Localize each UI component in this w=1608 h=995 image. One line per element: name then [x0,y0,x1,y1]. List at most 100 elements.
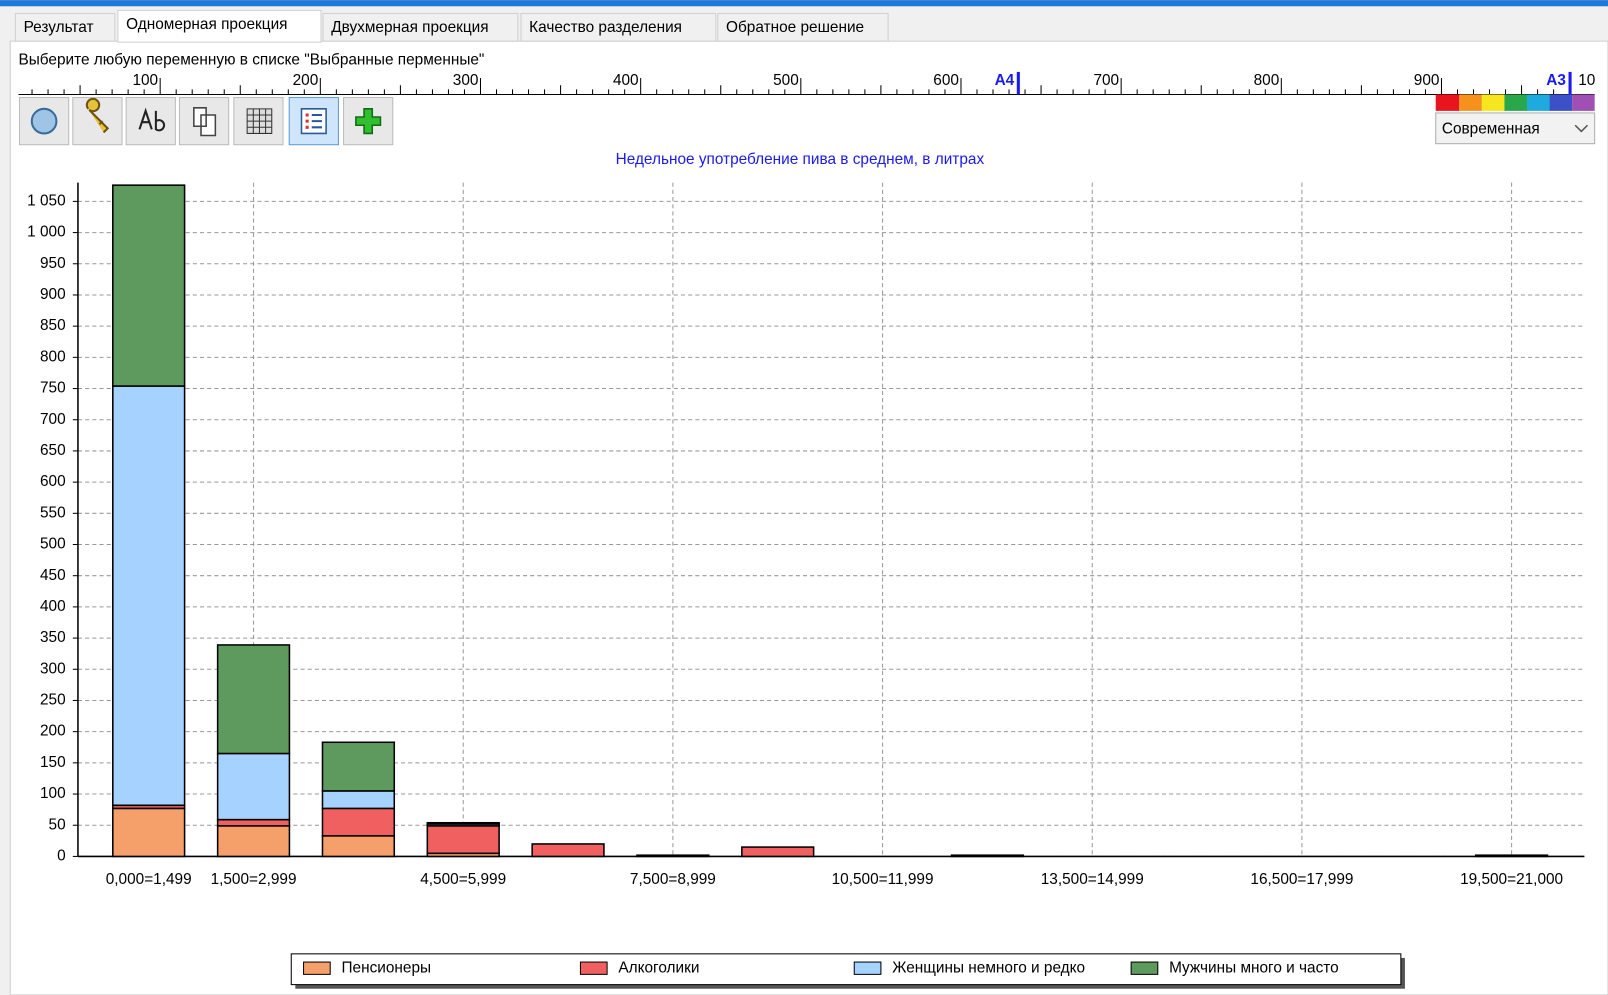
y-tick-label: 800 [40,348,66,365]
y-tick-label: 150 [40,754,66,771]
legend: Пенсионеры Алкоголики Женщины немного и ре… [303,959,1339,976]
legend-label: Мужчины много и часто [1169,959,1339,976]
ruler-label: 500 [773,72,799,89]
bar-segment [426,821,500,825]
ruler-marker: A3 [1546,72,1566,89]
y-tick-label: 650 [40,442,66,459]
tab[interactable] [14,12,116,42]
y-tick-label: 600 [40,473,66,490]
legend-label: Алкоголики [618,959,699,976]
tab-bar: Результат Одномерная проекция Двухмерная п… [14,9,889,43]
y-tick-label: 500 [40,536,66,553]
icon-legend-lines [311,113,323,129]
tab-label: Двухмерная проекция [331,19,488,36]
x-tick-label: 1,500=2,999 [211,871,297,888]
bar-segment [950,854,1025,858]
ruler: 100 200 300 400 500 600 700 800 900 A4 A3 10 [31,71,1595,95]
bar-segment [531,843,605,858]
y-tick-label: 50 [49,816,66,833]
bar-segment [321,835,396,858]
swatch [1572,94,1595,111]
bar-segment [112,385,186,807]
title-bar-edge [0,0,1608,7]
ruler-marker: A4 [995,72,1015,89]
instruction: Выберите любую переменную в списке "Выбр… [18,52,484,69]
legend-label: Пенсионеры [341,959,431,976]
swatch [1504,94,1527,111]
y-tick-label: 1 000 [27,224,65,241]
x-tick-label: 7,500=8,999 [630,871,716,888]
bar-segment [216,825,291,858]
ruler-label: 600 [933,72,959,89]
y-tick-label: 0 [57,847,66,864]
ruler-label: 200 [293,72,319,89]
bar-segment [1474,854,1549,858]
chart: 0 50 100 150 200 250 300 350 400 450 500 550 600 650 7… [27,182,1585,888]
icon-table [246,108,273,134]
dropdown-arrow [1574,124,1589,133]
icon-legend-marks [305,113,309,129]
bar-segment [321,807,396,837]
y-tick-label: 400 [40,598,66,615]
icon-plus [355,108,382,135]
y-tick-label: 350 [40,629,66,646]
icon-ab [138,107,166,132]
y-tick-label: 1 050 [27,192,65,209]
swatch [1481,94,1505,111]
swatch [1526,94,1550,111]
tab[interactable] [117,9,322,43]
tab-label: Результат [24,19,94,36]
dropdown-value: Современная [1442,120,1540,137]
icon-key [85,97,110,134]
ruler-label: 100 [132,72,158,89]
bar-segment [112,184,186,387]
ruler-label: 800 [1254,72,1280,89]
y-tick-label: 100 [40,785,66,802]
legend-label: Женщины немного и редко [892,959,1085,976]
y-tick-label: 900 [40,286,66,303]
tab[interactable] [717,12,889,42]
x-tick-label: 0,000=1,499 [106,871,192,888]
y-tick-label: 700 [40,411,66,428]
legend-swatch [1130,961,1159,975]
dropdown-box[interactable] [1435,112,1596,145]
bar-segment [216,644,291,755]
tab[interactable] [520,12,717,42]
y-tick-label: 750 [40,380,66,397]
icon-gear [30,107,58,135]
bar-segment [216,818,291,827]
tab[interactable] [322,12,519,42]
btn-labels[interactable] [125,97,176,146]
toolbar [18,97,394,146]
legend-box [290,953,1402,986]
ruler-label: 700 [1093,72,1119,89]
y-tick-label: 550 [40,504,66,521]
icon-copy [193,107,217,137]
y-tick-label: 850 [40,317,66,334]
y-tick-label: 450 [40,567,66,584]
tab-label: Обратное решение [726,19,864,36]
x-tick-label: 19,500=21,000 [1460,871,1563,888]
tab-label: Качество разделения [529,19,682,36]
ruler-label: 300 [453,72,479,89]
bar-segment [741,846,815,858]
swatch [1549,94,1573,111]
ruler-label: 400 [613,72,639,89]
swatch [1459,94,1482,111]
x-tick-label: 13,500=14,999 [1041,871,1144,888]
y-tick-label: 950 [40,255,66,272]
x-tick-label: 10,500=11,999 [832,871,934,888]
legend-swatch [303,961,331,975]
bar-segment [636,854,710,858]
tab-label: Одномерная проекция [126,16,287,33]
ruler-label: 900 [1414,72,1440,89]
bar-segment [321,790,396,810]
swatch [1435,94,1460,111]
palette-dropdown[interactable]: Современная [1435,112,1596,145]
bar-segment [321,741,396,792]
x-tick-label: 4,500=5,999 [420,871,506,888]
legend-swatch [853,961,882,975]
legend-swatch [579,961,608,975]
